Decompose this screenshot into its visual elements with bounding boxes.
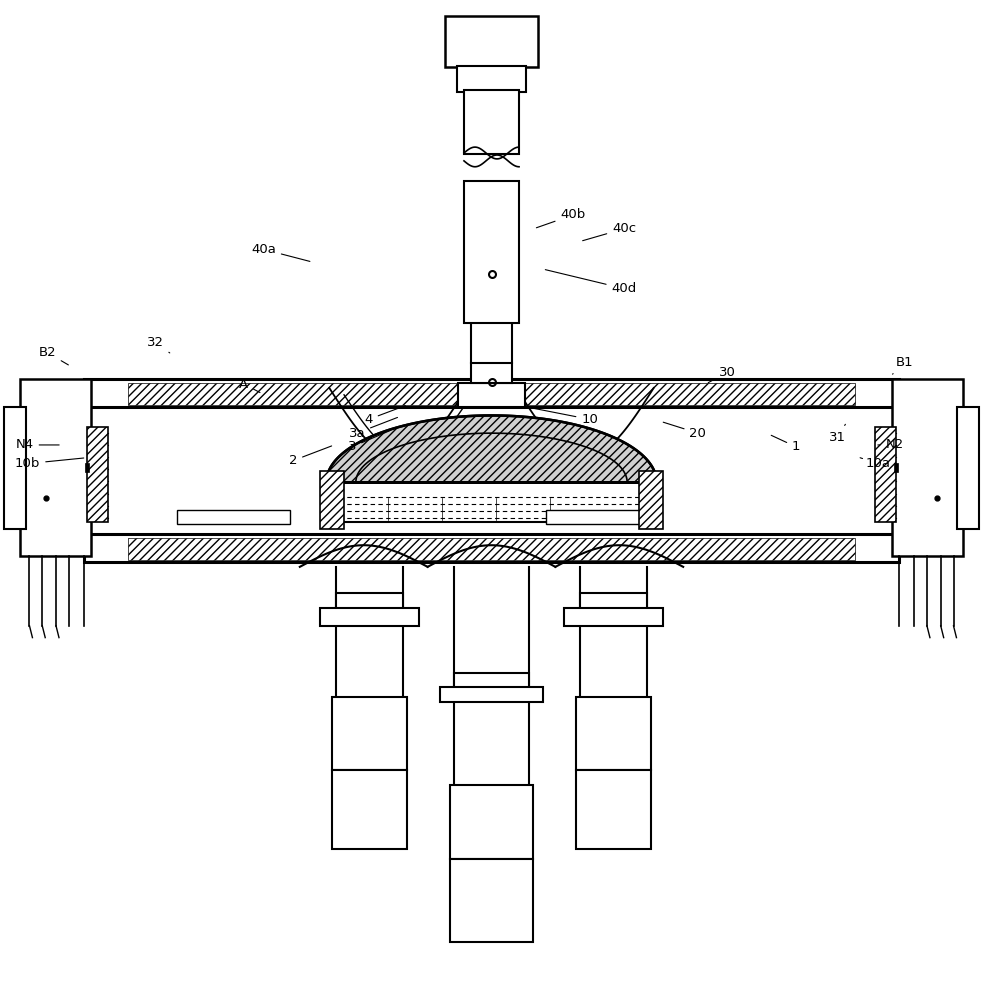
Bar xyxy=(87,427,108,522)
Polygon shape xyxy=(326,415,657,482)
Text: N4: N4 xyxy=(16,438,59,451)
Text: 1: 1 xyxy=(772,435,800,453)
Bar xyxy=(454,673,529,689)
Bar xyxy=(894,463,898,472)
Text: 30: 30 xyxy=(708,366,736,383)
Text: 20: 20 xyxy=(664,422,707,440)
Text: B2: B2 xyxy=(38,346,69,365)
Text: 10: 10 xyxy=(528,407,599,426)
Bar xyxy=(576,770,651,849)
Bar xyxy=(457,66,526,92)
Bar xyxy=(20,379,91,556)
Text: 3: 3 xyxy=(348,430,390,453)
Text: 10b: 10b xyxy=(15,457,84,470)
Bar xyxy=(875,427,896,522)
Bar xyxy=(450,785,533,859)
Text: 31: 31 xyxy=(829,424,846,444)
Bar xyxy=(580,593,647,611)
Bar xyxy=(334,482,649,522)
Text: 40c: 40c xyxy=(583,222,636,241)
Bar xyxy=(84,379,899,407)
Bar xyxy=(320,608,419,626)
Text: 32: 32 xyxy=(146,336,170,353)
Text: 40b: 40b xyxy=(537,208,586,228)
Bar xyxy=(128,383,855,405)
Bar xyxy=(458,383,525,407)
Bar xyxy=(332,697,407,770)
Bar xyxy=(128,538,855,560)
Bar xyxy=(4,407,26,529)
Text: 10a: 10a xyxy=(860,457,891,470)
Text: 2: 2 xyxy=(289,446,331,467)
Bar xyxy=(440,687,543,702)
Bar xyxy=(445,16,538,67)
Text: N2: N2 xyxy=(878,438,903,451)
Text: A: A xyxy=(239,378,260,393)
Bar xyxy=(576,697,651,770)
Bar xyxy=(177,510,290,524)
Bar xyxy=(471,363,512,383)
Bar xyxy=(450,859,533,942)
Text: 40d: 40d xyxy=(546,270,637,295)
Bar xyxy=(336,593,403,611)
Bar xyxy=(464,181,519,323)
Bar xyxy=(320,471,344,529)
Bar xyxy=(84,534,899,562)
Bar xyxy=(957,407,979,529)
Bar xyxy=(892,379,963,556)
Bar xyxy=(85,463,89,472)
Bar xyxy=(464,90,519,154)
Bar xyxy=(564,608,663,626)
Bar xyxy=(546,510,659,524)
Bar xyxy=(639,471,663,529)
Bar xyxy=(332,770,407,849)
Text: 4: 4 xyxy=(365,406,405,426)
Text: 40a: 40a xyxy=(251,243,310,261)
Text: B1: B1 xyxy=(893,356,913,374)
Text: 3a: 3a xyxy=(349,417,397,440)
